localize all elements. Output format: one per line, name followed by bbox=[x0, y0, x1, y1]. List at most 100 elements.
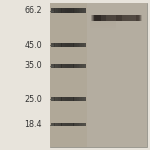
Bar bbox=[67, 97, 68, 101]
Bar bbox=[70, 97, 72, 101]
Bar bbox=[82, 123, 84, 126]
Bar bbox=[104, 15, 105, 21]
Bar bbox=[90, 24, 116, 26]
Bar bbox=[111, 15, 112, 21]
Bar bbox=[90, 21, 116, 22]
Bar bbox=[54, 8, 56, 13]
Bar bbox=[77, 64, 79, 68]
Bar bbox=[122, 15, 123, 21]
Bar bbox=[56, 97, 58, 101]
Bar bbox=[108, 15, 109, 21]
Bar bbox=[54, 64, 56, 68]
Bar bbox=[67, 64, 68, 68]
Bar bbox=[54, 43, 56, 47]
Bar bbox=[56, 123, 58, 126]
Bar bbox=[68, 43, 70, 47]
Bar bbox=[141, 15, 143, 21]
Bar bbox=[115, 15, 117, 21]
Bar bbox=[60, 97, 61, 101]
Bar bbox=[77, 8, 79, 13]
Bar bbox=[139, 15, 141, 21]
Bar bbox=[82, 43, 84, 47]
Bar bbox=[61, 97, 63, 101]
Bar bbox=[84, 8, 86, 13]
Bar bbox=[94, 15, 96, 21]
Bar bbox=[87, 3, 147, 147]
Bar bbox=[82, 64, 84, 68]
Bar bbox=[72, 64, 74, 68]
Bar bbox=[56, 43, 58, 47]
Bar bbox=[90, 28, 116, 30]
Bar bbox=[106, 15, 107, 21]
Bar bbox=[51, 8, 53, 13]
Bar bbox=[51, 123, 53, 126]
Bar bbox=[72, 123, 74, 126]
Bar bbox=[58, 8, 60, 13]
Bar bbox=[53, 64, 55, 68]
Bar bbox=[77, 43, 79, 47]
Bar bbox=[92, 15, 93, 21]
Bar bbox=[65, 97, 67, 101]
Text: 35.0: 35.0 bbox=[24, 61, 42, 70]
Text: 25.0: 25.0 bbox=[24, 94, 42, 103]
Bar bbox=[72, 8, 74, 13]
Bar bbox=[56, 8, 58, 13]
Bar bbox=[63, 64, 65, 68]
Text: 18.4: 18.4 bbox=[24, 120, 42, 129]
Bar bbox=[90, 26, 116, 28]
Bar bbox=[98, 15, 100, 21]
Bar bbox=[97, 15, 99, 21]
Bar bbox=[54, 97, 56, 101]
Bar bbox=[53, 43, 55, 47]
Bar bbox=[67, 123, 68, 126]
Bar bbox=[102, 15, 103, 21]
Bar bbox=[60, 123, 61, 126]
Bar bbox=[79, 43, 81, 47]
Bar bbox=[112, 15, 113, 21]
Bar bbox=[53, 123, 55, 126]
Bar bbox=[74, 43, 75, 47]
Bar bbox=[134, 15, 135, 21]
Bar bbox=[79, 64, 81, 68]
Bar bbox=[61, 43, 63, 47]
Bar bbox=[130, 15, 131, 21]
Bar bbox=[58, 43, 60, 47]
Bar bbox=[63, 97, 65, 101]
Bar bbox=[84, 43, 86, 47]
Bar bbox=[74, 8, 75, 13]
Bar bbox=[119, 15, 121, 21]
Bar bbox=[128, 15, 129, 21]
Bar bbox=[60, 43, 61, 47]
Bar bbox=[109, 15, 110, 21]
Bar bbox=[56, 64, 58, 68]
Bar bbox=[74, 97, 75, 101]
Bar bbox=[53, 97, 55, 101]
Bar bbox=[123, 15, 124, 21]
Bar bbox=[75, 43, 77, 47]
Bar bbox=[127, 15, 128, 21]
Bar bbox=[61, 64, 63, 68]
Bar bbox=[118, 15, 120, 21]
Bar bbox=[75, 8, 77, 13]
Bar bbox=[0, 0, 50, 150]
Text: 45.0: 45.0 bbox=[24, 40, 42, 50]
Text: 66.2: 66.2 bbox=[24, 6, 42, 15]
Bar bbox=[61, 123, 63, 126]
Bar bbox=[126, 15, 127, 21]
Bar bbox=[58, 123, 60, 126]
Bar bbox=[114, 15, 116, 21]
Bar bbox=[80, 8, 82, 13]
Bar bbox=[68, 123, 70, 126]
Bar bbox=[84, 97, 86, 101]
Bar bbox=[70, 123, 72, 126]
Bar bbox=[110, 15, 111, 21]
Bar bbox=[63, 43, 65, 47]
Bar bbox=[61, 8, 63, 13]
Bar bbox=[58, 97, 60, 101]
Bar bbox=[58, 64, 60, 68]
Bar bbox=[131, 15, 132, 21]
Bar bbox=[65, 8, 67, 13]
Bar bbox=[63, 8, 65, 13]
Bar bbox=[100, 15, 102, 21]
Bar bbox=[75, 97, 77, 101]
